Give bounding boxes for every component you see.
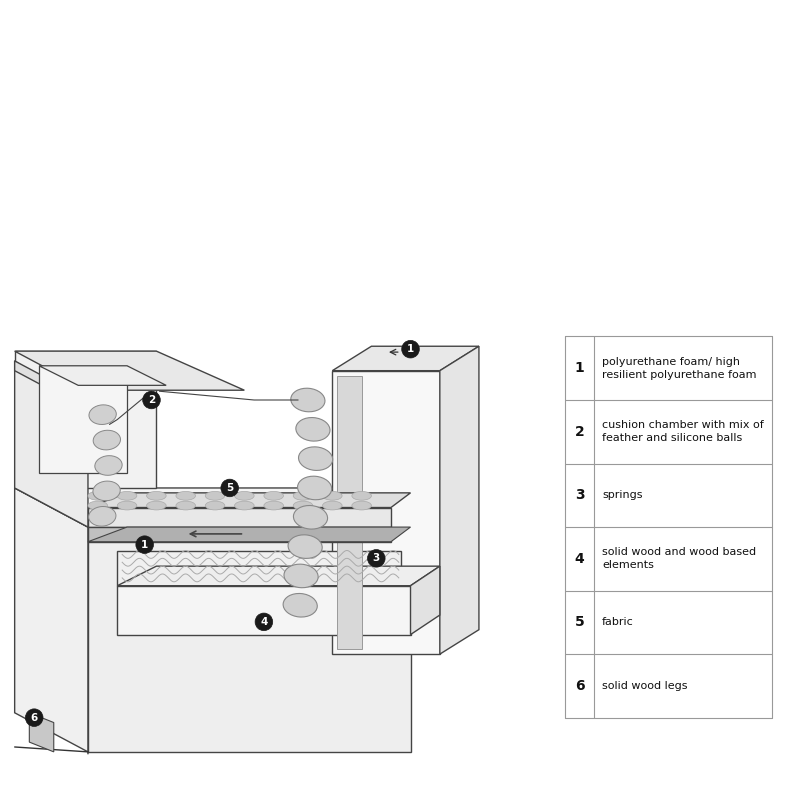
Polygon shape [118, 586, 410, 634]
Text: 5: 5 [226, 483, 234, 493]
Ellipse shape [264, 491, 283, 500]
Circle shape [136, 536, 154, 554]
Ellipse shape [234, 491, 254, 500]
Ellipse shape [296, 418, 330, 441]
Circle shape [26, 709, 43, 726]
Ellipse shape [95, 456, 122, 475]
Text: 6: 6 [574, 679, 585, 693]
Ellipse shape [294, 491, 313, 500]
Text: springs: springs [602, 490, 642, 500]
Polygon shape [410, 566, 440, 634]
Ellipse shape [118, 501, 137, 510]
Text: 6: 6 [30, 713, 38, 722]
Polygon shape [118, 566, 440, 586]
Text: polyurethane foam/ high
resilient polyurethane foam: polyurethane foam/ high resilient polyur… [602, 357, 757, 380]
Text: 2: 2 [148, 395, 155, 405]
Polygon shape [14, 488, 88, 752]
Ellipse shape [298, 447, 333, 470]
Polygon shape [88, 527, 410, 752]
Polygon shape [14, 351, 244, 390]
Polygon shape [88, 527, 410, 542]
Text: cushion chamber with mix of
feather and silicone balls: cushion chamber with mix of feather and … [602, 420, 764, 443]
Text: 3: 3 [574, 488, 585, 502]
Ellipse shape [234, 501, 254, 510]
Ellipse shape [352, 501, 371, 510]
Ellipse shape [93, 481, 120, 501]
Text: 1: 1 [574, 362, 585, 375]
Ellipse shape [322, 491, 342, 500]
Text: 1: 1 [407, 344, 414, 354]
Polygon shape [14, 351, 156, 488]
Ellipse shape [89, 405, 116, 425]
Text: solid wood and wood based
elements: solid wood and wood based elements [602, 547, 756, 570]
Circle shape [221, 479, 238, 497]
Ellipse shape [294, 506, 327, 529]
Ellipse shape [93, 430, 121, 450]
Text: 1: 1 [141, 540, 148, 550]
Text: solid wood legs: solid wood legs [602, 681, 687, 691]
Ellipse shape [294, 501, 313, 510]
Text: 4: 4 [260, 617, 267, 627]
Polygon shape [14, 361, 88, 527]
Text: 4: 4 [574, 552, 585, 566]
Text: 5: 5 [574, 615, 585, 630]
Text: fabric: fabric [602, 618, 634, 627]
Ellipse shape [298, 476, 332, 500]
Ellipse shape [206, 491, 225, 500]
Ellipse shape [291, 388, 325, 412]
Polygon shape [39, 366, 166, 386]
Ellipse shape [146, 501, 166, 510]
Polygon shape [440, 346, 479, 654]
Text: 2: 2 [574, 425, 585, 438]
Polygon shape [332, 346, 479, 370]
Ellipse shape [352, 491, 371, 500]
Ellipse shape [88, 501, 107, 510]
Ellipse shape [322, 501, 342, 510]
Polygon shape [338, 375, 362, 650]
Polygon shape [118, 551, 401, 586]
Ellipse shape [176, 491, 195, 500]
Ellipse shape [288, 535, 322, 558]
Polygon shape [332, 370, 440, 654]
Circle shape [255, 613, 273, 630]
Circle shape [367, 550, 385, 567]
Ellipse shape [88, 491, 107, 500]
Ellipse shape [146, 491, 166, 500]
Ellipse shape [264, 501, 283, 510]
Polygon shape [30, 713, 54, 752]
Ellipse shape [206, 501, 225, 510]
Ellipse shape [176, 501, 195, 510]
Polygon shape [88, 507, 391, 527]
Ellipse shape [283, 594, 318, 617]
Ellipse shape [284, 564, 318, 588]
Circle shape [142, 391, 160, 409]
Text: 3: 3 [373, 554, 380, 563]
Polygon shape [88, 527, 391, 542]
Ellipse shape [89, 506, 116, 526]
Polygon shape [14, 488, 410, 527]
Polygon shape [14, 361, 88, 410]
Polygon shape [88, 493, 410, 507]
Polygon shape [39, 366, 127, 474]
Ellipse shape [118, 491, 137, 500]
Circle shape [402, 340, 419, 358]
